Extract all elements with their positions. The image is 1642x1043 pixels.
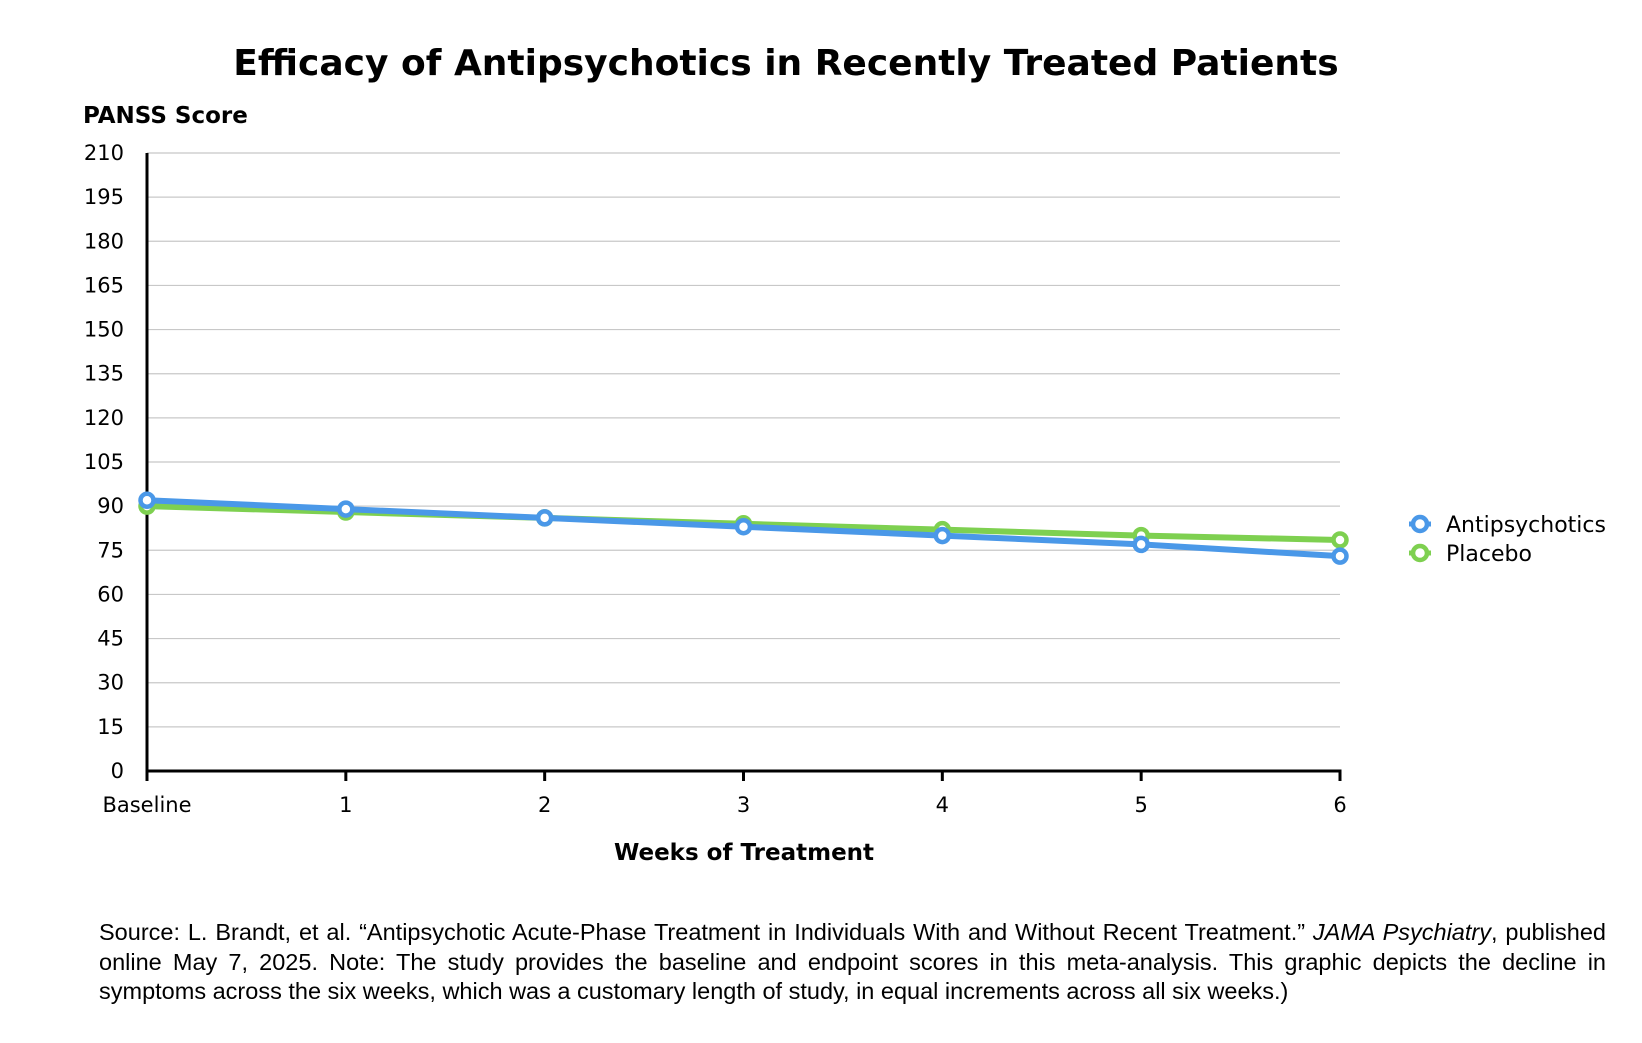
legend-label: Antipsychotics — [1446, 513, 1606, 538]
y-tick-label: 30 — [97, 671, 124, 695]
y-tick-label: 150 — [84, 318, 124, 342]
legend-entry: Placebo — [1409, 542, 1532, 567]
legend: Antipsychotics Placebo — [1409, 513, 1606, 567]
y-tick-label: 105 — [84, 450, 124, 474]
x-tick-label: 2 — [538, 793, 551, 817]
line-chart: Efficacy of Antipsychotics in Recently T… — [83, 43, 1606, 866]
data-point — [933, 526, 952, 545]
y-tick-label: 15 — [97, 715, 124, 739]
x-axis-ticks: Baseline 1 2 3 4 5 6 — [102, 771, 1347, 817]
data-point — [1132, 535, 1150, 554]
x-tick-label: Baseline — [102, 793, 191, 817]
data-point — [535, 509, 554, 527]
x-tick-label: 5 — [1134, 793, 1147, 817]
legend-swatch-marker — [1410, 514, 1430, 534]
series-antipsychotics — [138, 491, 1349, 565]
y-tick-label: 60 — [97, 582, 124, 606]
chart-title: Efficacy of Antipsychotics in Recently T… — [233, 43, 1338, 84]
source-note: Source: L. Brandt, et al. “Antipsychotic… — [99, 918, 1606, 1007]
source-prefix: Source: L. Brandt, et al. “Antipsychotic… — [99, 919, 1313, 945]
series-layer — [138, 491, 1349, 565]
data-point — [1331, 547, 1349, 565]
y-tick-label: 45 — [97, 627, 124, 651]
y-tick-label: 180 — [84, 229, 124, 253]
y-axis-title: PANSS Score — [83, 103, 248, 129]
y-tick-label: 165 — [84, 273, 124, 297]
data-point — [734, 517, 753, 536]
y-tick-label: 0 — [111, 759, 124, 783]
legend-label: Placebo — [1446, 542, 1532, 567]
x-tick-label: 1 — [339, 793, 352, 817]
x-tick-label: 6 — [1333, 793, 1346, 817]
axes — [145, 153, 1342, 773]
y-tick-label: 90 — [97, 494, 124, 518]
x-tick-label: 4 — [936, 793, 949, 817]
source-suffix: , published online May 7, 2025. Note: Th… — [99, 919, 1606, 1004]
legend-entry: Antipsychotics — [1409, 513, 1606, 538]
y-tick-label: 210 — [84, 141, 124, 165]
y-tick-label: 75 — [97, 538, 124, 562]
x-axis-title: Weeks of Treatment — [614, 840, 874, 866]
y-tick-label: 135 — [84, 362, 124, 386]
y-axis-ticks: 0 15 30 45 60 75 90 105 120 135 150 165 180 195 210 — [84, 141, 124, 783]
data-point — [138, 491, 156, 510]
data-point — [337, 500, 355, 518]
x-tick-label: 3 — [737, 793, 750, 817]
y-tick-label: 195 — [84, 185, 124, 209]
gridlines — [147, 152, 1340, 728]
source-journal: JAMA Psychiatry — [1312, 919, 1491, 945]
data-point — [1331, 531, 1349, 549]
y-tick-label: 120 — [84, 406, 124, 430]
legend-swatch-marker — [1410, 543, 1430, 563]
